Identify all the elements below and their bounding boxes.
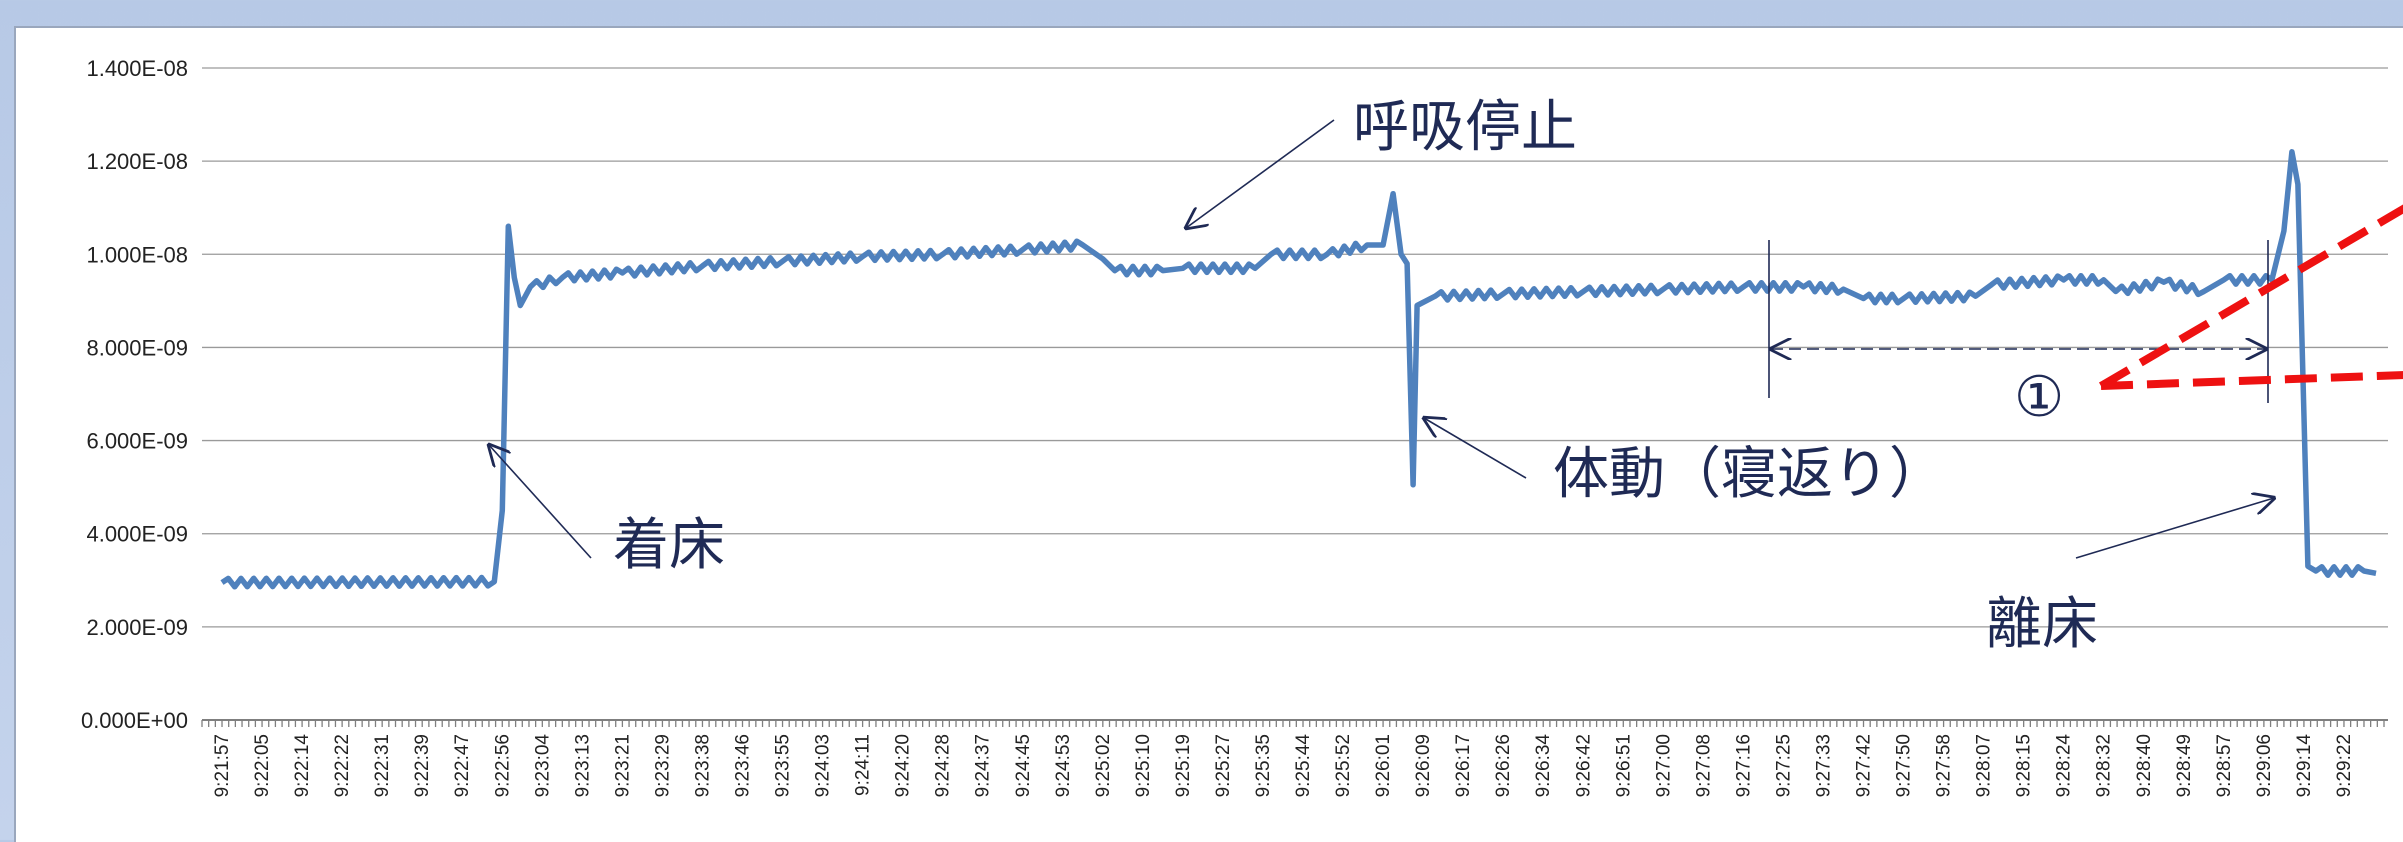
annotation-marker-1: ①	[2014, 365, 2064, 430]
x-tick-label: 9:26:09	[1413, 734, 1434, 797]
x-tick-label: 9:28:32	[2094, 734, 2115, 797]
y-tick-label: 1.400E-08	[86, 56, 188, 81]
x-tick-label: 9:27:58	[1934, 734, 1955, 797]
red-dashed-lines	[2098, 204, 2403, 390]
annotation-bed-exit: 離床	[1986, 592, 2098, 657]
x-tick-label: 9:28:07	[1974, 734, 1995, 797]
arrow-bed-entry	[489, 445, 592, 559]
x-tick-label: 9:23:29	[652, 734, 673, 797]
x-tick-label: 9:28:49	[2174, 734, 2195, 797]
series-layer	[220, 149, 2377, 590]
annotation-body-movement: 体動（寝返り）	[1553, 442, 1945, 507]
x-tick-label: 9:28:15	[2014, 734, 2035, 797]
red-dashed-line-lower	[2100, 371, 2403, 390]
x-tick-label: 9:25:52	[1333, 734, 1354, 797]
chart-panel: 0.000E+00 2.000E-09 4.000E-09 6.000E-09 8.00…	[14, 26, 2403, 842]
x-tick-label: 9:24:45	[1013, 734, 1034, 797]
x-tick-label: 9:28:24	[2054, 734, 2075, 798]
x-tick-label: 9:22:22	[332, 734, 353, 797]
callout-arrows	[489, 119, 2274, 559]
x-tick-label: 9:24:03	[813, 734, 834, 797]
x-tick-label: 9:22:47	[452, 734, 473, 797]
line-chart: 0.000E+00 2.000E-09 4.000E-09 6.000E-09 8.00…	[81, 56, 2403, 798]
x-tick-label: 9:28:57	[2214, 734, 2235, 797]
arrow-body-movement	[1424, 418, 1527, 479]
y-tick-label: 1.000E-08	[86, 242, 188, 267]
arrow-bed-exit	[2075, 498, 2274, 559]
x-tick-label: 9:28:40	[2134, 734, 2155, 797]
x-tick-label: 9:22:56	[492, 734, 513, 797]
annotation-apnea: 呼吸停止	[1353, 95, 1577, 160]
x-tick-label: 9:25:35	[1253, 734, 1274, 797]
red-dashed-line-upper	[2098, 204, 2403, 390]
y-tick-label: 8.000E-09	[86, 335, 188, 360]
x-tick-label: 9:24:53	[1053, 734, 1074, 797]
x-tick-label: 9:25:02	[1093, 734, 1114, 797]
x-tick-label: 9:29:14	[2294, 734, 2315, 798]
y-tick-label: 0.000E+00	[81, 708, 188, 733]
x-tick-label: 9:22:31	[372, 734, 393, 797]
x-tick-label: 9:23:13	[572, 734, 593, 797]
x-tick-label: 9:25:19	[1173, 734, 1194, 797]
x-tick-label: 9:23:04	[532, 734, 553, 798]
series-line	[220, 149, 2377, 590]
x-tick-label: 9:22:14	[292, 734, 313, 798]
y-tick-label: 1.200E-08	[86, 149, 188, 174]
x-tick-label: 9:25:27	[1213, 734, 1234, 797]
x-tick-label: 9:25:10	[1133, 734, 1154, 797]
x-tick-label: 9:23:46	[732, 734, 753, 797]
x-tick-label: 9:23:21	[612, 734, 633, 797]
x-tick-label: 9:26:34	[1533, 734, 1554, 798]
x-tick-label: 9:27:33	[1813, 734, 1834, 797]
x-tick-label: 9:26:17	[1453, 734, 1474, 797]
annotation-bed-entry: 着床	[613, 513, 725, 578]
x-tick-label: 9:26:01	[1373, 734, 1394, 797]
x-tick-label: 9:24:20	[893, 734, 914, 797]
y-tick-label: 6.000E-09	[86, 429, 188, 454]
x-tick-label: 9:29:22	[2334, 734, 2355, 797]
x-tick-label: 9:21:57	[212, 734, 233, 797]
x-tick-label: 9:23:38	[692, 734, 713, 797]
x-tick-label: 9:23:55	[773, 734, 794, 797]
x-tick-label: 9:29:06	[2254, 734, 2275, 797]
x-tick-label: 9:24:11	[853, 734, 874, 796]
x-axis-ticks: 9:21:57 9:22:05 9:22:14 9:22:22 9:22:31 9:22:…	[212, 734, 2355, 798]
arrow-apnea	[1186, 119, 1335, 228]
x-tick-label: 9:25:44	[1293, 734, 1314, 798]
x-tick-label: 9:27:08	[1693, 734, 1714, 797]
x-tick-label: 9:22:05	[252, 734, 273, 797]
x-tick-label: 9:26:26	[1493, 734, 1514, 797]
x-tick-label: 9:26:51	[1613, 734, 1634, 797]
y-tick-label: 4.000E-09	[86, 522, 188, 547]
x-tick-label: 9:27:25	[1773, 734, 1794, 797]
x-tick-label: 9:27:16	[1733, 734, 1754, 797]
x-tick-label: 9:26:42	[1573, 734, 1594, 797]
y-axis-ticks: 0.000E+00 2.000E-09 4.000E-09 6.000E-09 8.00…	[81, 56, 188, 733]
x-axis	[201, 720, 2385, 727]
x-tick-label: 9:24:37	[973, 734, 994, 797]
x-tick-label: 9:27:50	[1894, 734, 1915, 797]
x-tick-label: 9:24:28	[933, 734, 954, 797]
y-tick-label: 2.000E-09	[86, 615, 188, 640]
x-tick-label: 9:27:42	[1854, 734, 1875, 797]
x-tick-label: 9:22:39	[412, 734, 433, 797]
x-tick-label: 9:27:00	[1653, 734, 1674, 797]
